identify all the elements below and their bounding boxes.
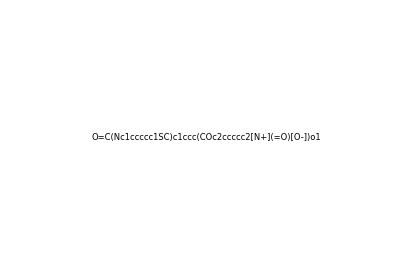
Text: O=C(Nc1ccccc1SC)c1ccc(COc2ccccc2[N+](=O)[O-])o1: O=C(Nc1ccccc1SC)c1ccc(COc2ccccc2[N+](=O)…: [92, 133, 321, 142]
